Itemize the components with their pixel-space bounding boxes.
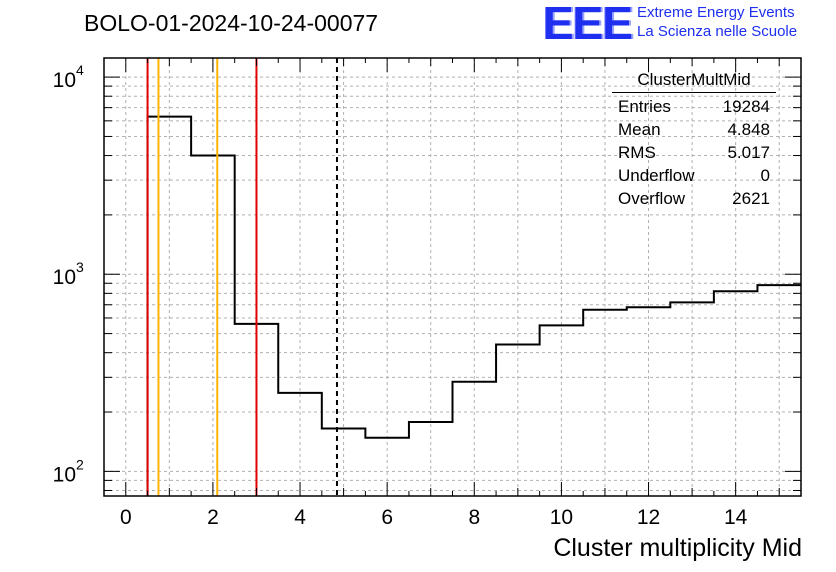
histogram-bin	[540, 325, 584, 496]
y-tick-exponent: 4	[76, 62, 84, 78]
x-tick-label: 10	[550, 506, 573, 529]
x-tick-label: 2	[207, 506, 219, 529]
histogram-bin	[453, 382, 497, 496]
histogram-bin	[322, 428, 366, 496]
stats-value: 2621	[732, 189, 770, 208]
stats-value: 4.848	[727, 120, 770, 139]
x-tick-label: 14	[724, 506, 748, 529]
y-tick-exponent: 2	[76, 456, 84, 472]
stats-row-rms: RMS 5.017	[612, 141, 776, 164]
stats-row-underflow: Underflow 0	[612, 164, 776, 187]
stats-divider	[612, 92, 776, 93]
stats-label: Underflow	[618, 166, 695, 185]
stats-box: ClusterMultMid Entries 19284 Mean 4.848 …	[612, 70, 776, 210]
stats-value: 19284	[722, 97, 770, 116]
logo-line-1: Extreme Energy Events	[637, 4, 795, 21]
histogram-bin	[757, 285, 801, 496]
histogram-bin	[278, 393, 322, 496]
histogram-bin	[496, 345, 540, 496]
histogram-bin	[409, 422, 453, 496]
stats-name: ClusterMultMid	[637, 70, 751, 89]
y-tick-label: 10	[53, 463, 76, 486]
histogram-bin	[191, 156, 235, 496]
eee-logo: EEE	[543, 0, 633, 49]
histogram-outline	[146, 115, 801, 496]
x-tick-label: 8	[468, 506, 480, 529]
stats-row-entries: Entries 19284	[612, 95, 776, 118]
chart-title: BOLO-01-2024-10-24-00077	[84, 10, 379, 36]
stats-value: 5.017	[727, 143, 770, 162]
logo-line-2: La Scienza nelle Scuole	[637, 23, 798, 40]
histogram-bin	[670, 302, 714, 496]
x-tick-label: 4	[294, 506, 306, 529]
stats-row-overflow: Overflow 2621	[612, 187, 776, 210]
histogram-bin	[714, 291, 758, 496]
stats-value: 0	[760, 166, 770, 185]
stats-label: Overflow	[618, 189, 686, 208]
y-tick-label: 10	[53, 69, 76, 92]
stats-row-mean: Mean 4.848	[612, 118, 776, 141]
histogram-bin	[627, 307, 671, 496]
histogram-bin	[148, 117, 192, 496]
x-tick-label: 12	[637, 506, 660, 529]
histogram-bin	[583, 310, 627, 496]
stats-label: Mean	[618, 120, 661, 139]
x-axis-label: Cluster multiplicity Mid	[553, 534, 802, 562]
y-tick-exponent: 3	[76, 259, 84, 275]
stats-label: Entries	[618, 97, 671, 116]
y-tick-label: 10	[53, 266, 76, 289]
x-tick-label: 6	[381, 506, 393, 529]
stats-label: RMS	[618, 143, 656, 162]
x-tick-label: 0	[120, 506, 132, 529]
